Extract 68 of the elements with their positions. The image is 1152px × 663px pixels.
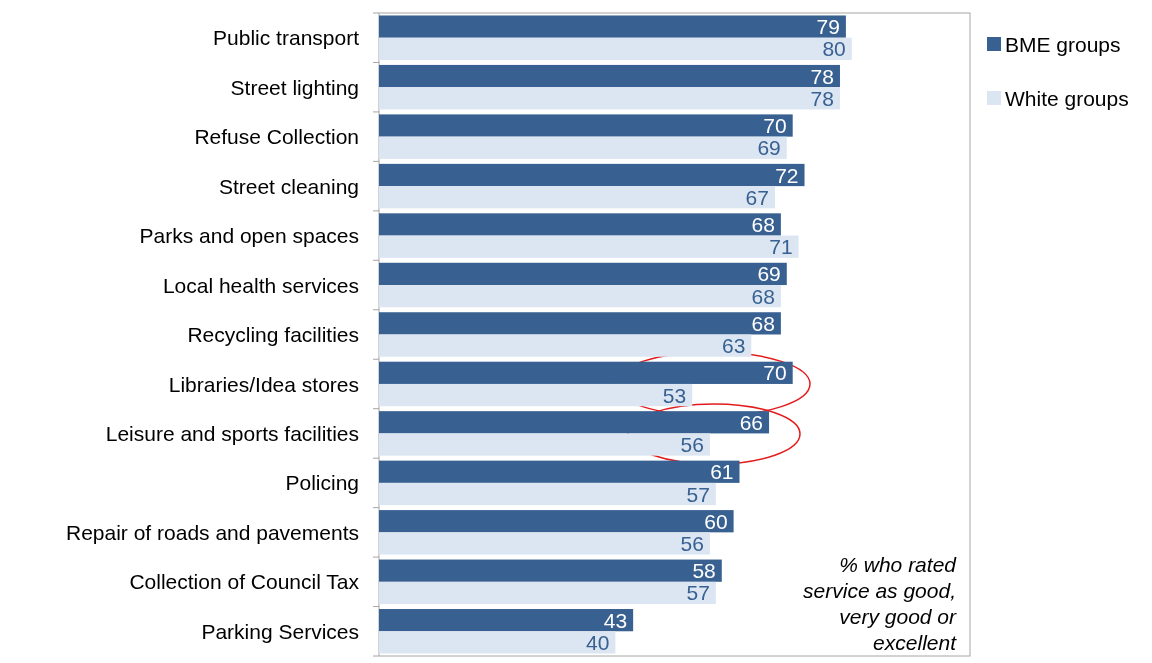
bar (379, 285, 781, 308)
data-label: 63 (721, 334, 746, 358)
data-label: 67 (745, 185, 769, 209)
data-label: 56 (680, 532, 704, 556)
bar (379, 15, 846, 38)
bar (379, 460, 740, 483)
bar (379, 312, 781, 335)
y-tick-label: Street cleaning (218, 174, 359, 198)
annotation: % who rated service as good, very good or excellent (803, 553, 958, 654)
data-label: 61 (710, 460, 734, 484)
y-tick-label: Policing (285, 471, 359, 495)
data-label: 53 (662, 383, 687, 407)
bar (379, 262, 787, 286)
bar (379, 361, 793, 384)
data-label: 68 (751, 311, 775, 335)
bar (379, 235, 799, 258)
bar (379, 609, 634, 632)
bar (379, 510, 734, 533)
data-label: 57 (686, 482, 710, 506)
data-label: 78 (810, 86, 834, 110)
bar (379, 383, 693, 407)
data-label: 78 (810, 64, 834, 88)
legend-label: White groups (1005, 86, 1129, 110)
bar (379, 64, 840, 88)
data-label: 68 (751, 284, 775, 308)
y-tick-label: Local health services (162, 273, 359, 297)
data-label: 66 (739, 410, 764, 434)
bar (379, 213, 781, 236)
bar (379, 114, 793, 137)
data-label: 60 (704, 509, 728, 533)
legend-label: BME groups (1005, 32, 1121, 56)
bar (379, 186, 775, 209)
bar (379, 433, 710, 456)
data-label: 43 (603, 608, 628, 632)
data-label: 80 (822, 37, 846, 61)
bar (379, 87, 840, 110)
y-tick-label: Parking Services (201, 619, 359, 643)
y-tick-label: Street lighting (230, 75, 359, 99)
data-label: 72 (775, 163, 799, 187)
data-label: 69 (757, 262, 781, 286)
y-tick-label: Recycling facilities (187, 323, 359, 347)
y-tick-label: Collection of Council Tax (129, 570, 360, 594)
data-label: 56 (680, 433, 704, 457)
y-tick-label: Refuse Collection (194, 125, 359, 149)
bar (379, 581, 716, 605)
y-tick-label: Repair of roads and pavements (65, 520, 359, 544)
bar (379, 163, 805, 187)
data-label: 70 (763, 361, 787, 385)
data-label: 58 (692, 559, 716, 583)
bar (379, 136, 787, 159)
data-label: 70 (763, 114, 787, 138)
bar (379, 532, 710, 555)
y-tick-label: Libraries/Idea stores (168, 372, 359, 396)
data-label: 69 (757, 136, 781, 160)
data-label: 68 (751, 213, 775, 237)
data-label: 57 (686, 581, 710, 605)
bar (379, 559, 722, 582)
data-label: 79 (816, 15, 840, 39)
bar (379, 37, 852, 60)
y-tick-label: Public transport (213, 26, 360, 50)
y-tick-label: Leisure and sports facilities (105, 421, 359, 445)
y-tick-label: Parks and open spaces (139, 224, 359, 248)
bar (379, 482, 716, 506)
bar (379, 411, 770, 434)
bar (379, 334, 752, 357)
data-label: 40 (586, 630, 610, 654)
bar (379, 631, 616, 654)
data-label: 71 (769, 235, 793, 259)
